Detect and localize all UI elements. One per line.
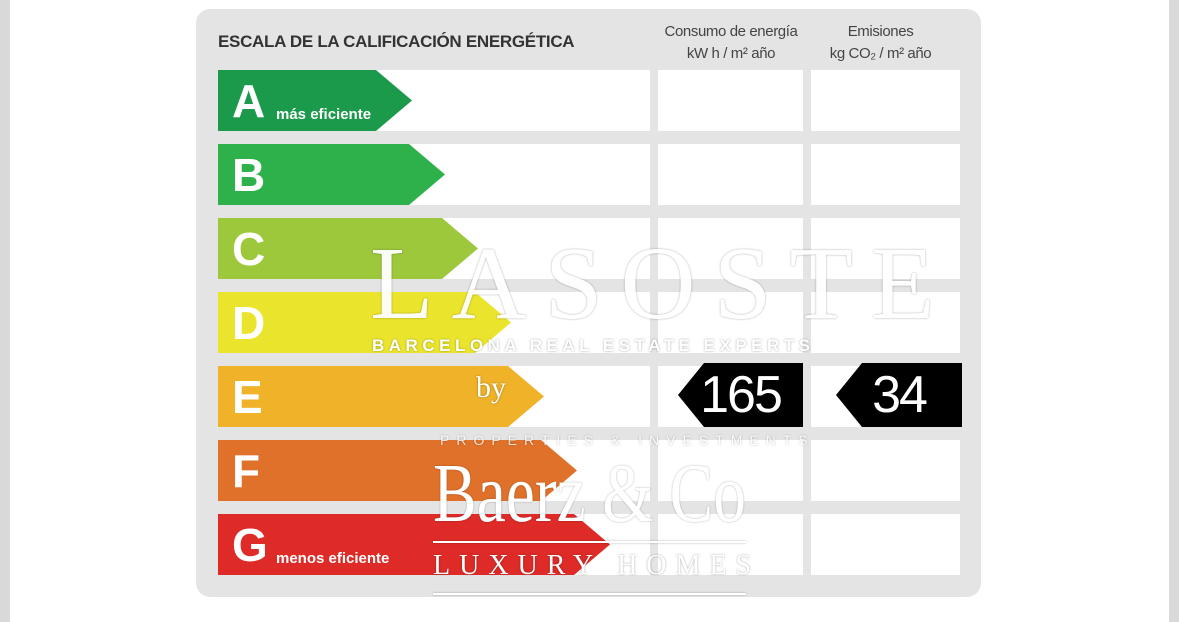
watermark-divider [433, 541, 746, 543]
emissions-header-unit: kg CO₂ / m² año [829, 45, 932, 62]
rating-arrow-c: C [218, 218, 478, 279]
rating-arrow-e: E [218, 366, 544, 427]
consumption-cell [658, 514, 803, 575]
emissions-value-tag: 34 [836, 363, 962, 427]
consumption-cell [658, 292, 803, 353]
rating-row-c: C [218, 218, 960, 279]
rating-arrow-g: G menos eficiente [218, 514, 610, 575]
rating-letter: C [232, 223, 266, 275]
watermark-divider [433, 593, 746, 595]
emissions-cell [811, 218, 960, 279]
consumption-cell [658, 144, 803, 205]
consumption-header-title: Consumo de energía [664, 23, 798, 40]
rating-row-f: F [218, 440, 960, 501]
watermark-tagline-1: BARCELONA REAL ESTATE EXPERTS [372, 336, 815, 355]
emissions-cell [811, 70, 960, 131]
rating-arrow-b: B [218, 144, 445, 205]
label-title: ESCALA DE LA CALIFICACIÓN ENERGÉTICA [218, 32, 575, 51]
consumption-header: Consumo de energía kW h / m² año [651, 21, 811, 65]
consumption-cell [658, 70, 803, 131]
rating-letter: A [232, 75, 266, 127]
emissions-header-title: Emisiones [847, 23, 914, 40]
rating-letter: F [232, 445, 261, 497]
rating-arrow-f: F [218, 440, 577, 501]
rating-row-e: E 165 34 [218, 363, 962, 427]
emissions-cell [811, 440, 960, 501]
rating-letter: D [232, 297, 266, 349]
rating-arrow-d: D [218, 292, 511, 353]
rating-letter: B [232, 149, 266, 201]
consumption-cell [658, 440, 803, 501]
consumption-header-unit: kW h / m² año [686, 45, 776, 62]
emissions-cell [811, 144, 960, 205]
energy-label: ESCALA DE LA CALIFICACIÓN ENERGÉTICA Con… [196, 9, 981, 597]
rating-arrow-a: A más eficiente [218, 70, 412, 131]
rating-row-d: D [218, 292, 960, 353]
emissions-cell [811, 514, 960, 575]
watermark-tagline-3: LUXURY HOMES [433, 550, 761, 581]
right-border [1169, 0, 1179, 622]
rating-sublabel: más eficiente [276, 106, 372, 123]
rating-row-a: A más eficiente [218, 70, 960, 131]
emissions-header: Emisiones kg CO₂ / m² año [808, 21, 953, 65]
rating-row-g: G menos eficiente [218, 514, 960, 575]
watermark-by: by [476, 371, 506, 404]
rating-row-b: B [218, 144, 960, 205]
left-border [0, 0, 10, 622]
emissions-cell [811, 292, 960, 353]
watermark-tagline-2: PROPERTIES & INVESTMENTS [440, 432, 815, 448]
rating-sublabel: menos eficiente [276, 550, 390, 567]
consumption-value-tag: 165 [678, 363, 803, 427]
consumption-cell [658, 218, 803, 279]
rating-letter: G [232, 519, 268, 571]
rating-letter: E [232, 371, 263, 423]
watermark-logo-baerz: Baerz & Co [433, 447, 746, 540]
watermark-logo-lasoste: LASOSTE [370, 226, 953, 341]
